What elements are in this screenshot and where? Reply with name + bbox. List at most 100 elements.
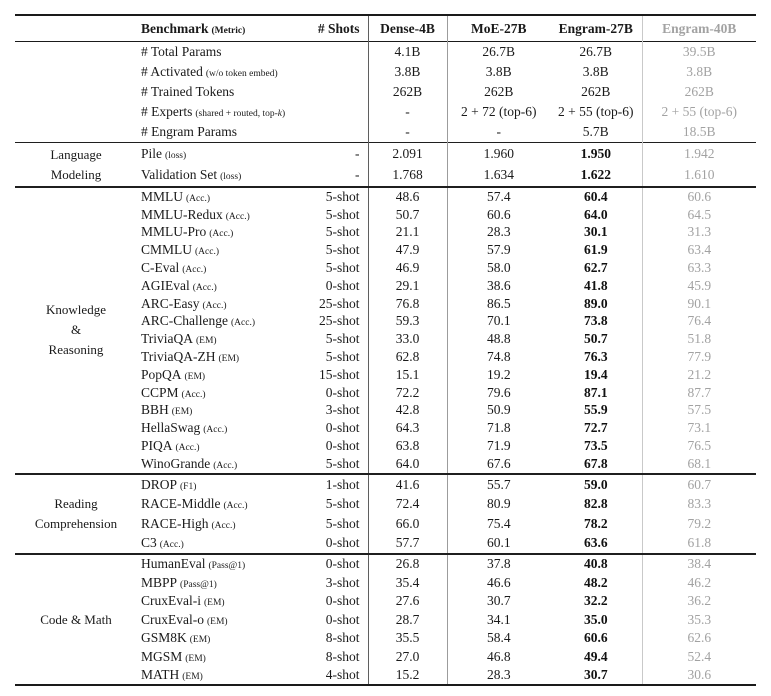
value-engram-27b: 67.8 (583, 455, 608, 471)
value-engram-40b: 73.1 (641, 419, 756, 438)
metric-label: (Acc.) (231, 318, 255, 329)
metric-label: (Acc.) (175, 443, 200, 454)
benchmark-cell: RACE-Middle (Acc.) (137, 494, 305, 514)
table-row: MMLU-Pro (Acc.) 5-shot 21.1 28.3 30.1 31.3 (15, 223, 756, 242)
value-dense-4b: 59.3 (367, 312, 447, 331)
value-moe-27b: 28.3 (446, 665, 550, 686)
value-moe-27b: 55.7 (446, 473, 550, 495)
table-row: AGIEval (Acc.) 0-shot 29.1 38.6 41.8 45.9 (15, 276, 756, 295)
value-engram-40b: 68.1 (641, 454, 756, 474)
benchmark-cell: C-Eval (Acc.) (137, 259, 305, 277)
header-row: Benchmark (Metric) # Shots Dense-4B MoE-2… (15, 15, 756, 42)
value-engram-40b: 64.5 (641, 205, 756, 224)
value-dense-4b: 29.1 (367, 276, 447, 295)
benchmark-name: ARC-Easy (141, 295, 200, 311)
value-engram-27b: 41.8 (583, 277, 608, 293)
shots-value: 3-shot (325, 402, 360, 418)
benchmark-cell: TriviaQA-ZH (EM) (137, 348, 305, 366)
metric-label: (loss) (165, 150, 187, 161)
shots-value: 5-shot (325, 188, 360, 204)
table-row: C-Eval (Acc.) 5-shot 46.9 58.0 62.7 63.3 (15, 259, 756, 277)
table-row: RACE-High (Acc.) 5-shot 66.0 75.4 78.2 79.2 (15, 513, 756, 534)
section-reading-comprehension: Reading Comprehension DROP (F1) 1-shot 41.6 55… (15, 473, 756, 554)
benchmark-cell: HumanEval (Pass@1) (137, 554, 305, 574)
table-row: Code & Math HumanEval (Pass@1) 0-shot 26.8 37… (15, 553, 756, 627)
value-dense-4b: 62.8 (367, 348, 447, 366)
value-dense-4b: 35.4 (367, 573, 447, 592)
value-moe-27b: 1.960 (446, 142, 550, 165)
benchmark-name: HumanEval (141, 556, 206, 571)
value-moe-27b: 60.6 (446, 205, 550, 224)
table-row: WinoGrande (Acc.) 5-shot 64.0 67.6 67.8 68.1 (15, 454, 756, 474)
value-dense-4b: 57.7 (367, 533, 447, 554)
benchmark-cell: C3 (Acc.) (137, 533, 305, 554)
shots-value: 25-shot (319, 295, 360, 311)
section-model-config: # Total Params 4.1B 26.7B 26.7B 39.5B # Activ… (15, 41, 756, 143)
value-moe-27b: 46.6 (446, 573, 550, 592)
metric-label: (EM) (184, 371, 206, 382)
shots-value: 5-shot (325, 242, 360, 258)
table-row: HellaSwag (Acc.) 0-shot 64.3 71.8 72.7 73.1 (15, 419, 756, 438)
metric-label: (EM) (207, 616, 228, 627)
benchmark-name: Pile (141, 145, 163, 161)
benchmark-cell: CruxEval-i (EM) (137, 592, 305, 611)
value-engram-27b: 50.7 (583, 331, 608, 347)
value-engram-40b: 63.3 (641, 259, 756, 277)
value-moe-27b: 58.0 (446, 259, 550, 277)
benchmark-name: MMLU-Redux (141, 206, 223, 222)
value-engram-40b: 63.4 (641, 241, 756, 260)
value-moe-27b: 57.9 (446, 241, 550, 260)
shots-value: 5-shot (325, 496, 360, 511)
value-engram-27b: 30.1 (583, 224, 608, 240)
value-dense-4b: 262B (367, 82, 447, 102)
benchmark-column-header: Benchmark (Metric) (137, 15, 305, 42)
value-moe-27b: 3.8B (446, 62, 550, 82)
value-engram-40b: 77.9 (641, 348, 756, 366)
value-moe-27b: 262B (446, 82, 550, 102)
table-row: TriviaQA (EM) 5-shot 33.0 48.8 50.7 51.8 (15, 330, 756, 349)
value-engram-27b: 1.950 (580, 145, 611, 161)
benchmark-cell: GSM8K (EM) (137, 629, 305, 648)
value-dense-4b: 64.0 (367, 454, 447, 474)
benchmark-cell: MMLU-Pro (Acc.) (137, 224, 305, 242)
model-header-moe-27b: MoE-27B (446, 15, 550, 42)
value-engram-40b: 35.3 (641, 610, 756, 629)
group-column-header (15, 15, 137, 42)
metric-label: (F1) (180, 481, 197, 492)
metric-header-label: (Metric) (211, 25, 246, 36)
benchmark-name: MGSM (141, 648, 183, 664)
value-moe-27b: 50.9 (446, 401, 550, 420)
value-engram-27b: 49.4 (583, 648, 608, 664)
shots-value: 0-shot (325, 277, 360, 293)
value-engram-27b: 2 + 55 (top-6) (558, 104, 634, 119)
value-moe-27b: 48.8 (446, 330, 550, 349)
value-engram-40b: 30.6 (641, 665, 756, 686)
benchmark-cell: ARC-Challenge (Acc.) (137, 313, 305, 331)
value-engram-40b: 46.2 (641, 573, 756, 592)
benchmark-cell: MATH (EM) (137, 666, 305, 686)
shots-value: 0-shot (325, 384, 360, 400)
metric-label: (Acc.) (192, 282, 217, 293)
value-moe-27b: 70.1 (446, 312, 550, 331)
value-dense-4b: 4.1B (367, 41, 447, 62)
table-row: PopQA (EM) 15-shot 15.1 19.2 19.4 21.2 (15, 365, 756, 384)
value-dense-4b: 41.6 (367, 473, 447, 495)
value-engram-27b: 60.4 (583, 188, 608, 204)
benchmark-name: CruxEval-i (141, 593, 201, 608)
metric-label: (Pass@1) (208, 561, 246, 571)
benchmark-name: CMMLU (141, 242, 193, 258)
value-engram-40b: 21.2 (641, 365, 756, 384)
benchmark-name: HellaSwag (141, 420, 201, 436)
value-engram-27b: 1.622 (580, 167, 611, 183)
table-row: ARC-Easy (Acc.) 25-shot 76.8 86.5 89.0 90.1 (15, 294, 756, 313)
value-moe-27b: 19.2 (446, 365, 550, 384)
benchmark-name: C-Eval (141, 260, 180, 276)
shots-value: 1-shot (325, 476, 360, 492)
value-engram-27b: 40.8 (583, 556, 608, 571)
shots-value: 5-shot (325, 349, 360, 365)
section-knowledge-reasoning: Knowledge & Reasoning MMLU (Acc.) 5-shot 48.6 5… (15, 187, 756, 474)
value-engram-27b: 76.3 (583, 349, 608, 365)
benchmark-name: BBH (141, 402, 169, 418)
value-dense-4b: 27.6 (367, 591, 447, 611)
value-engram-40b: 45.9 (641, 276, 756, 295)
